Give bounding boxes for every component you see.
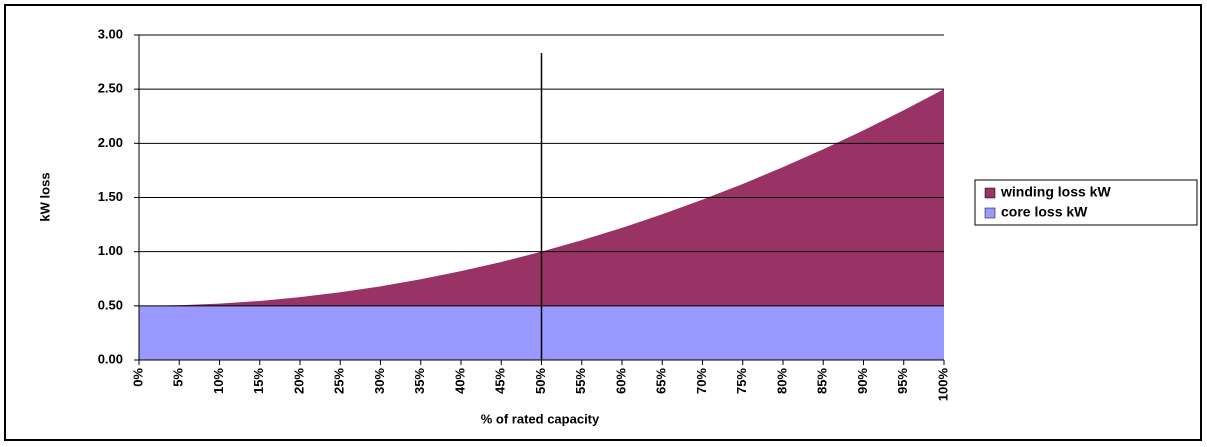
x-tick-label: 0% (130, 368, 145, 387)
legend-label: winding loss kW (1000, 184, 1111, 200)
y-tick-label: 1.00 (98, 243, 123, 258)
x-tick-label: 45% (493, 368, 508, 394)
y-tick-label: 0.00 (98, 351, 123, 366)
x-tick-label: 10% (211, 368, 226, 394)
y-axis-title: kW loss (37, 172, 52, 221)
y-tick-label: 3.00 (98, 26, 123, 41)
x-tick-label: 75% (734, 368, 749, 394)
x-tick-label: 95% (895, 368, 910, 394)
x-tick-label: 55% (573, 368, 588, 394)
x-tick-label: 70% (694, 368, 709, 394)
x-tick-label: 15% (251, 368, 266, 394)
x-tick-label: 65% (654, 368, 669, 394)
x-tick-label: 80% (774, 368, 789, 394)
x-tick-label: 5% (171, 368, 186, 387)
x-tick-label: 60% (613, 368, 628, 394)
x-tick-label: 20% (291, 368, 306, 394)
x-tick-label: 35% (412, 368, 427, 394)
legend-box (974, 179, 1198, 226)
x-tick-label: 25% (332, 368, 347, 394)
x-tick-label: 90% (855, 368, 870, 394)
x-tick-label: 85% (815, 368, 830, 394)
x-tick-label: 30% (372, 368, 387, 394)
y-tick-label: 2.50 (98, 81, 123, 96)
y-tick-label: 1.50 (98, 189, 123, 204)
x-tick-label: 40% (452, 368, 467, 394)
legend-label: core loss kW (1001, 204, 1088, 220)
x-axis-title: % of rated capacity (481, 411, 600, 426)
x-tick-label: 100% (935, 368, 950, 402)
y-tick-label: 0.50 (98, 297, 123, 312)
legend-swatch (984, 187, 996, 199)
x-tick-label: 50% (533, 368, 548, 394)
legend-swatch (984, 207, 996, 219)
y-tick-label: 2.00 (98, 135, 123, 150)
